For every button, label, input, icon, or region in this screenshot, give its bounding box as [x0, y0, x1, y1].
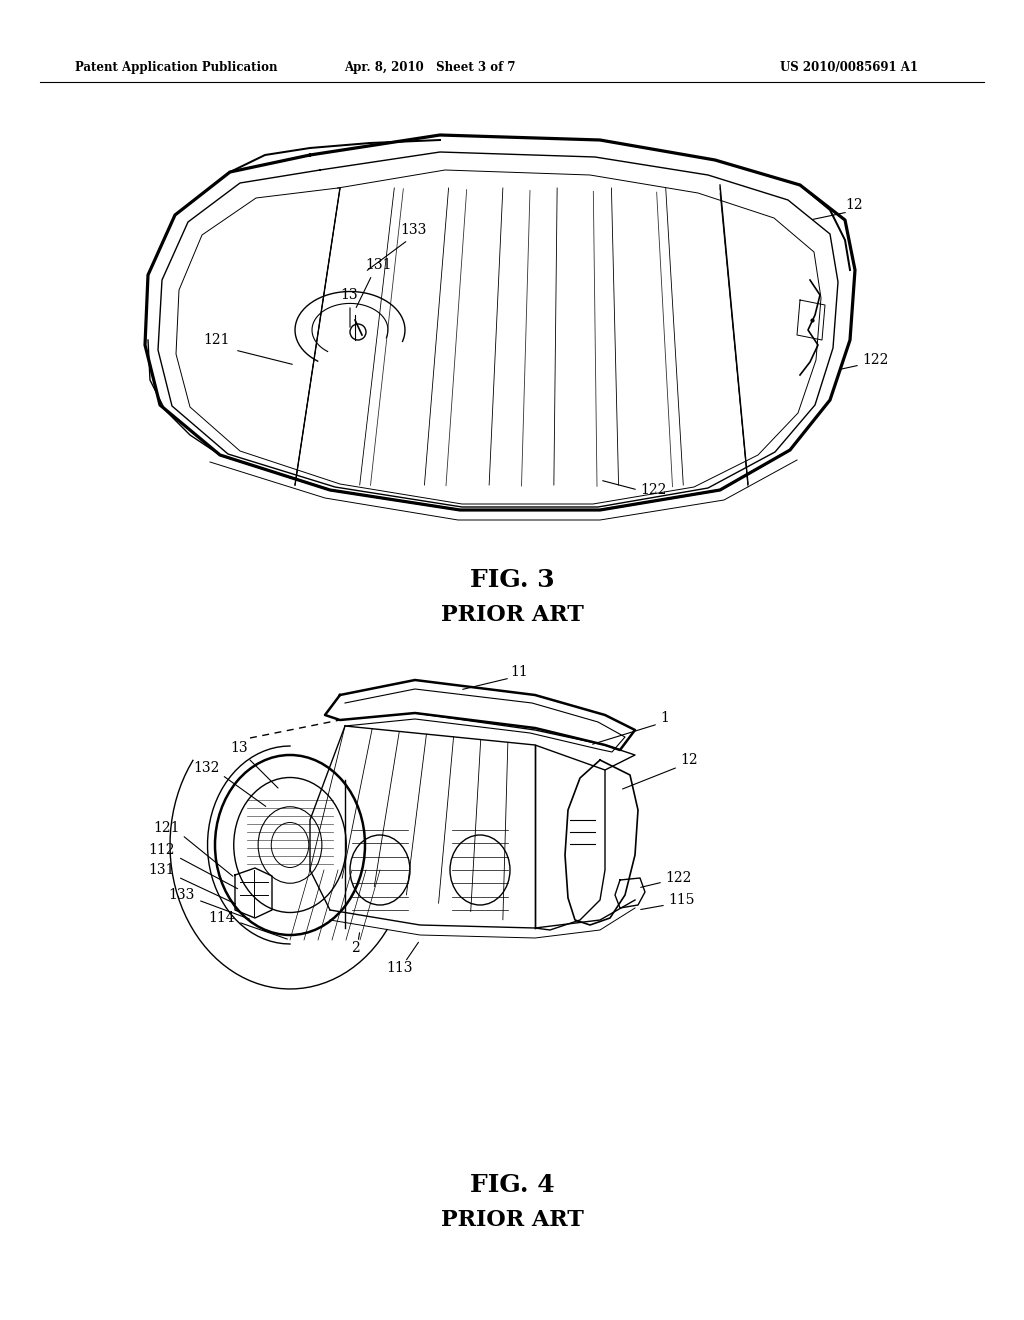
Text: 13: 13 [230, 741, 248, 755]
Text: PRIOR ART: PRIOR ART [440, 605, 584, 626]
Text: 131: 131 [148, 863, 175, 876]
Text: 1: 1 [660, 711, 669, 725]
Text: 133: 133 [400, 223, 426, 238]
Text: 122: 122 [640, 483, 667, 498]
Text: 11: 11 [510, 665, 527, 678]
Text: FIG. 3: FIG. 3 [470, 568, 554, 591]
Text: 113: 113 [387, 961, 414, 975]
Text: 133: 133 [169, 888, 195, 902]
Text: FIG. 4: FIG. 4 [470, 1173, 554, 1197]
Text: 114: 114 [208, 911, 234, 925]
Text: 122: 122 [862, 352, 889, 367]
Text: Patent Application Publication: Patent Application Publication [75, 62, 278, 74]
Text: Apr. 8, 2010   Sheet 3 of 7: Apr. 8, 2010 Sheet 3 of 7 [344, 62, 516, 74]
Text: 122: 122 [665, 871, 691, 884]
Text: 13: 13 [340, 288, 357, 302]
Text: 115: 115 [668, 894, 694, 907]
Text: 121: 121 [154, 821, 180, 836]
Text: 12: 12 [845, 198, 862, 213]
Text: 131: 131 [365, 257, 391, 272]
Text: 132: 132 [194, 762, 220, 775]
Text: 2: 2 [350, 941, 359, 954]
Text: PRIOR ART: PRIOR ART [440, 1209, 584, 1232]
Text: 121: 121 [204, 333, 230, 347]
Text: 112: 112 [148, 843, 175, 857]
Text: 12: 12 [680, 752, 697, 767]
Text: US 2010/0085691 A1: US 2010/0085691 A1 [780, 62, 918, 74]
